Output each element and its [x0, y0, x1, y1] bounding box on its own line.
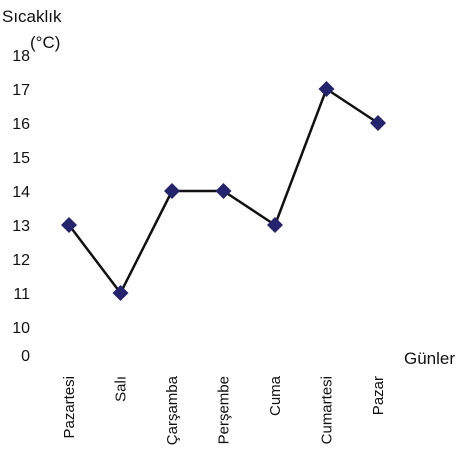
data-point-marker: [267, 217, 283, 233]
y-tick-label: 17: [12, 82, 30, 99]
y-axis-title-line1: Sıcaklık: [2, 7, 62, 26]
y-tick-label: 0: [21, 348, 30, 365]
y-tick-label: 11: [13, 286, 30, 303]
data-point-marker: [61, 217, 77, 233]
x-tick-label: Cumartesi: [319, 376, 336, 444]
data-point-marker: [164, 183, 180, 199]
series-group: [61, 81, 386, 301]
x-tick-label: Perşembe: [216, 376, 233, 444]
y-tick-label: 15: [12, 150, 30, 167]
x-tick-label: Cuma: [267, 375, 284, 416]
y-tick-label: 18: [12, 48, 30, 65]
data-point-marker: [370, 115, 386, 131]
y-axis-title-line2: (°C): [30, 33, 60, 52]
x-tick-labels: Pazartesi Salı Çarşamba Perşembe Cuma Cumarte…: [61, 375, 387, 445]
y-tick-label: 13: [12, 218, 30, 235]
data-point-marker: [215, 183, 232, 199]
y-tick-labels: 18 17 16 15 14 13 12 11 10 0: [12, 48, 30, 365]
y-tick-label: 16: [12, 116, 30, 133]
x-axis-title: Günler: [404, 349, 455, 368]
data-point-marker: [318, 81, 335, 97]
data-point-marker: [112, 285, 129, 301]
x-tick-label: Salı: [113, 376, 130, 402]
y-tick-label: 12: [12, 252, 30, 269]
x-tick-label: Pazartesi: [61, 376, 78, 439]
y-tick-label: 14: [12, 184, 30, 201]
y-tick-label: 10: [12, 320, 30, 337]
x-tick-label: Pazar: [370, 376, 387, 415]
x-tick-label: Çarşamba: [164, 375, 181, 445]
